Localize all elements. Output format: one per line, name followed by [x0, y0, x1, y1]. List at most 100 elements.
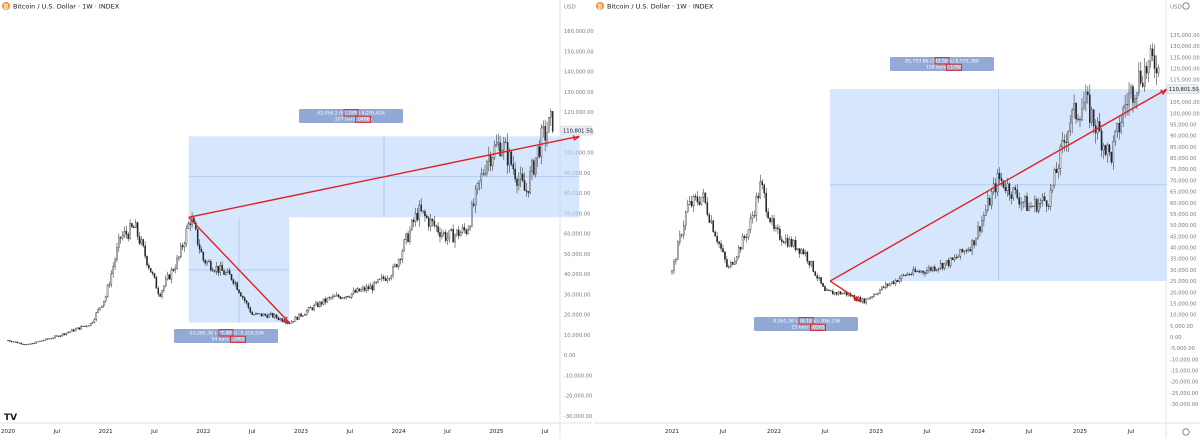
candle — [114, 257, 116, 270]
candle-body — [961, 248, 964, 253]
candle — [125, 225, 128, 239]
candle — [20, 342, 22, 345]
candle — [890, 281, 893, 285]
candle-body — [101, 305, 103, 308]
candle-body — [885, 283, 887, 288]
bitcoin-logo-icon — [2, 2, 10, 10]
candle-body — [371, 285, 374, 291]
candle — [170, 267, 173, 284]
candle — [1032, 204, 1034, 207]
candle — [681, 233, 683, 238]
candle-body — [332, 295, 334, 298]
candle-body — [908, 273, 911, 275]
candle-body — [243, 297, 246, 301]
candle — [712, 219, 714, 233]
candle-body — [26, 344, 28, 346]
candle-body — [1087, 91, 1089, 96]
candle — [990, 187, 993, 210]
gear-icon[interactable] — [1182, 2, 1190, 10]
candle-body — [240, 292, 242, 297]
candle — [360, 287, 362, 292]
candle-body — [1008, 183, 1011, 196]
candle — [448, 230, 451, 243]
candle — [784, 234, 787, 245]
candle-body — [939, 263, 942, 269]
candle-body — [816, 275, 818, 279]
candle — [684, 210, 687, 231]
candle — [529, 166, 531, 195]
candle — [830, 290, 832, 292]
y-tick-label: 25,000.00 — [1170, 279, 1196, 285]
candle-body — [1149, 48, 1152, 62]
candle-body — [165, 278, 167, 287]
candle-body — [832, 290, 834, 295]
candle-body — [482, 173, 484, 175]
candle-body — [257, 313, 259, 315]
candle — [200, 246, 203, 253]
candle — [808, 260, 811, 269]
candle-body — [918, 271, 920, 273]
candle-body — [781, 239, 783, 242]
candle — [22, 343, 24, 345]
y-tick-label: -20,000.00 — [1170, 380, 1198, 386]
candle — [1038, 198, 1040, 214]
candle-body — [512, 164, 515, 170]
candle — [337, 293, 340, 298]
candle-body — [52, 337, 54, 339]
candle — [702, 188, 705, 203]
candle — [268, 312, 270, 318]
candle — [384, 275, 387, 282]
candle-body — [465, 229, 468, 234]
candle — [168, 273, 171, 280]
candle-body — [1130, 86, 1132, 94]
candle-body — [692, 195, 695, 207]
candle — [971, 238, 973, 256]
candle — [692, 194, 695, 213]
candle-body — [42, 340, 45, 342]
candle-body — [345, 295, 347, 298]
candle-body — [1032, 206, 1034, 207]
candle — [965, 248, 968, 254]
candle-body — [987, 198, 989, 211]
candle — [1140, 61, 1142, 86]
candle-body — [877, 293, 879, 295]
candle-body — [459, 232, 462, 237]
candle — [898, 276, 901, 284]
candle-body — [1055, 169, 1058, 173]
candle — [525, 182, 528, 197]
candle — [733, 257, 736, 266]
candle — [9, 340, 11, 342]
settings-icon[interactable] — [1182, 428, 1190, 436]
candle-body — [761, 181, 764, 186]
candle-body — [1155, 68, 1158, 74]
candle — [416, 208, 419, 222]
candle-body — [416, 213, 419, 221]
candle-body — [148, 264, 150, 269]
candle — [163, 285, 165, 293]
candle — [345, 295, 347, 300]
candle — [215, 262, 218, 275]
candle — [516, 176, 518, 194]
candle — [677, 239, 679, 260]
candle — [476, 182, 479, 195]
candle-body — [732, 261, 734, 265]
y-tick-label: 105,000.00 — [1170, 100, 1200, 106]
candle-body — [518, 179, 520, 186]
candle-body — [934, 266, 936, 271]
candle — [281, 317, 283, 323]
candle — [232, 278, 235, 286]
candle — [375, 281, 377, 285]
candle — [790, 236, 793, 248]
chart-title: Bitcoin / U.S. Dollar · 1W · INDEX — [13, 3, 120, 11]
candle — [142, 238, 144, 248]
candle-body — [275, 314, 278, 319]
x-tick-label: Jul — [821, 429, 829, 435]
candle-body — [998, 173, 1001, 179]
candle — [131, 222, 133, 229]
candle — [332, 293, 334, 300]
candle — [226, 268, 229, 274]
candle — [482, 169, 484, 177]
candle-body — [959, 248, 962, 257]
candle-body — [365, 286, 368, 291]
candle — [334, 294, 336, 297]
